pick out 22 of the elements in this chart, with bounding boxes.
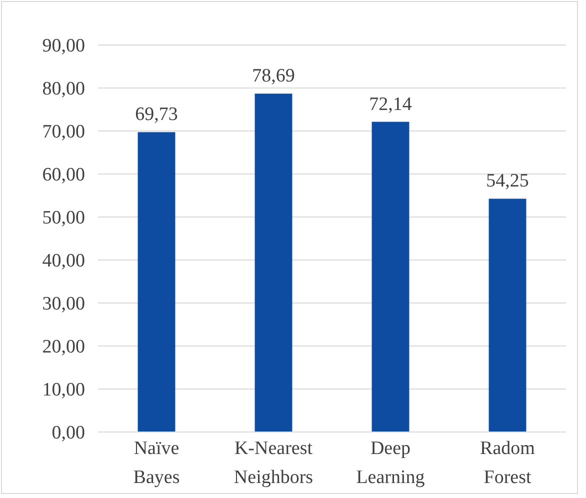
x-tick-label: K-Nearest Neighbors <box>234 438 314 488</box>
y-tick-label: 70,00 <box>42 122 85 143</box>
y-tick-label: 30,00 <box>42 294 85 315</box>
x-tick-label: Naïve Bayes <box>133 438 180 488</box>
y-tick-label: 50,00 <box>42 208 85 229</box>
bar <box>488 198 526 432</box>
data-label: 72,14 <box>369 94 412 115</box>
data-label: 78,69 <box>252 66 295 87</box>
data-label: 54,25 <box>486 170 529 192</box>
y-tick-label: 60,00 <box>42 164 85 186</box>
y-tick-label: 40,00 <box>42 250 85 272</box>
y-tick-label: 20,00 <box>42 336 85 358</box>
data-label: 69,73 <box>135 104 178 126</box>
x-tick-label: Deep Learning <box>356 438 426 488</box>
y-tick-label: 0,00 <box>52 422 85 444</box>
bar <box>372 122 410 432</box>
x-tick-label: Radom Forest <box>480 438 536 488</box>
y-tick-label: 10,00 <box>42 380 85 401</box>
y-tick-label: 80,00 <box>42 78 85 100</box>
bar <box>254 94 292 432</box>
bar <box>138 132 176 432</box>
y-tick-label: 90,00 <box>42 36 85 57</box>
